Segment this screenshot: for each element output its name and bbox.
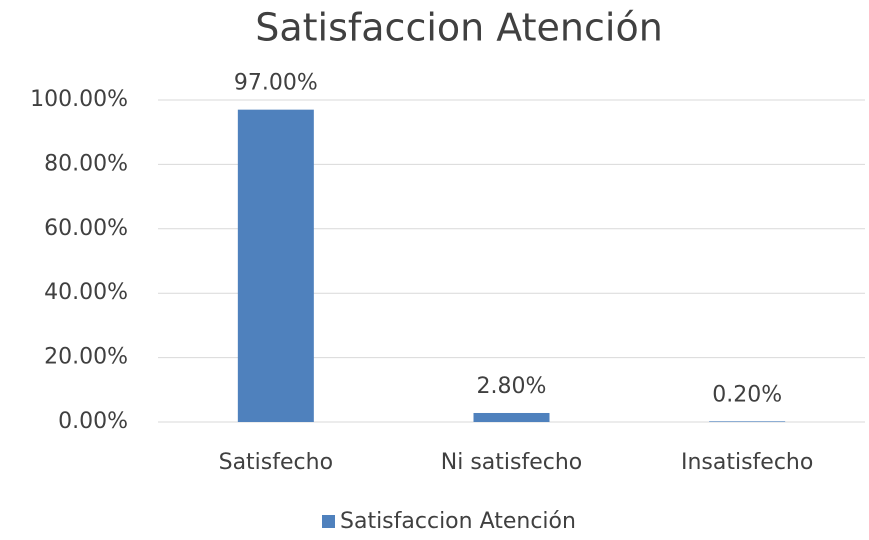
chart-title: Satisfaccion Atención — [255, 6, 663, 50]
y-tick-label: 0.00% — [58, 409, 128, 434]
legend-swatch — [322, 515, 335, 528]
x-tick-label: Satisfecho — [219, 450, 333, 475]
y-tick-label: 40.00% — [44, 280, 128, 305]
x-tick-label: Insatisfecho — [681, 450, 813, 475]
y-tick-label: 60.00% — [44, 216, 128, 241]
y-tick-label: 80.00% — [44, 151, 128, 176]
y-tick-label: 100.00% — [30, 87, 128, 112]
data-label: 2.80% — [477, 374, 547, 399]
data-label: 97.00% — [234, 71, 318, 96]
x-tick-label: Ni satisfecho — [441, 450, 583, 475]
bar — [709, 421, 786, 422]
y-tick-label: 20.00% — [44, 345, 128, 370]
legend-label: Satisfaccion Atención — [340, 509, 576, 534]
bar — [237, 109, 314, 422]
data-label: 0.20% — [712, 382, 782, 407]
bar — [473, 412, 550, 422]
